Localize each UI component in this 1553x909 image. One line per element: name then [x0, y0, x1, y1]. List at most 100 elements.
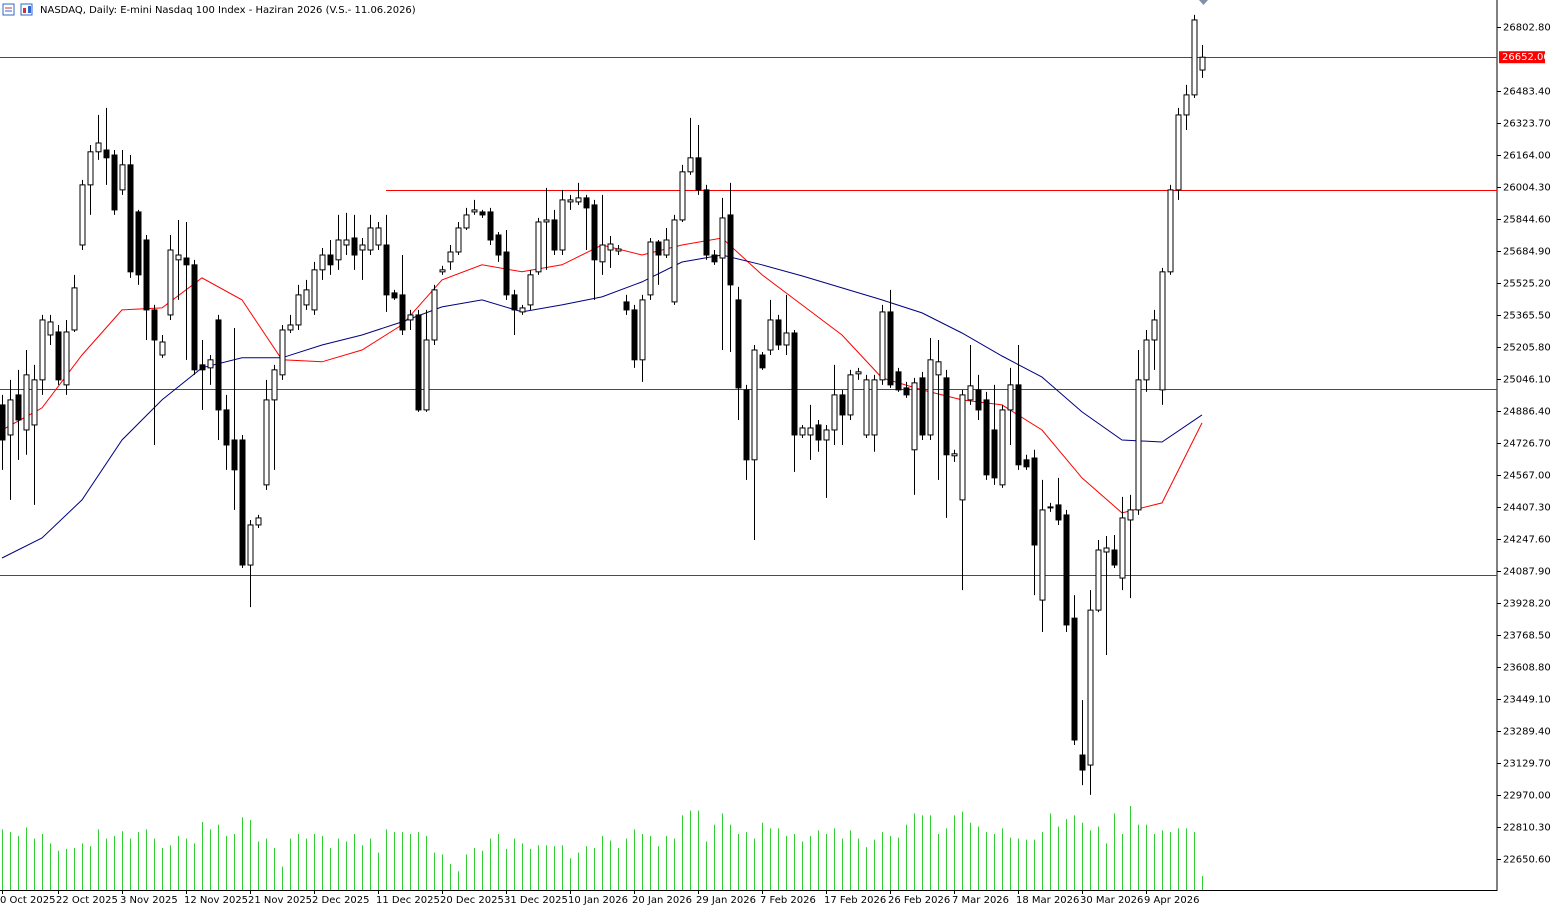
candle-body	[175, 254, 182, 261]
candle-body	[767, 319, 774, 351]
x-tick-label: 20 Dec 2025	[440, 895, 504, 906]
candle-body	[543, 219, 550, 223]
candle-body	[135, 211, 142, 276]
candle-body	[1023, 459, 1030, 468]
candle-body	[111, 154, 118, 211]
candle-body	[927, 359, 934, 436]
candle-body	[47, 321, 54, 336]
y-tick-label: 22810.30	[1503, 823, 1551, 834]
candle-body	[647, 241, 654, 296]
candle-body	[31, 379, 38, 426]
candle-body	[615, 248, 622, 252]
candle-body	[567, 199, 574, 203]
y-tick-label: 22970.00	[1503, 791, 1551, 802]
y-tick-label: 24247.60	[1503, 535, 1551, 546]
candle-body	[79, 184, 86, 246]
y-tick-label: 24567.00	[1503, 471, 1551, 482]
icon	[23, 8, 26, 13]
candle-body	[0, 404, 6, 441]
candle-body	[535, 221, 542, 273]
candle-body	[823, 429, 830, 441]
candle-body	[407, 314, 414, 321]
candle-body	[423, 339, 430, 411]
candle-body	[879, 311, 886, 381]
y-tick-label: 22650.60	[1503, 855, 1551, 866]
candle-body	[887, 311, 894, 386]
candle-body	[527, 274, 534, 306]
candle-body	[255, 517, 262, 526]
y-tick-label: 24087.90	[1503, 567, 1551, 578]
candle-body	[439, 269, 446, 273]
y-tick-label: 25844.60	[1503, 215, 1551, 226]
x-tick-label: 11 Dec 2025	[376, 895, 440, 906]
candle-body	[63, 331, 70, 386]
candle-body	[1143, 339, 1150, 381]
x-tick-label: 20 Jan 2026	[632, 895, 692, 906]
candle-body	[519, 307, 526, 313]
candle-body	[1127, 509, 1134, 521]
candle-body	[807, 427, 814, 436]
candle-body	[15, 394, 22, 421]
y-tick-label: 26483.40	[1503, 87, 1551, 98]
candle-body	[1071, 617, 1078, 741]
y-tick-label: 26004.30	[1503, 183, 1551, 194]
candle-body	[271, 369, 278, 401]
y-tick-label: 26802.80	[1503, 23, 1551, 34]
candle-body	[1183, 94, 1190, 116]
chart-title: NASDAQ, Daily: E-mini Nasdaq 100 Index -…	[40, 5, 416, 16]
candle-body	[1119, 517, 1126, 579]
candle-body	[471, 209, 478, 213]
candle-body	[679, 171, 686, 221]
candle-body	[487, 211, 494, 241]
candle-body	[55, 331, 62, 381]
candle-body	[207, 359, 214, 369]
candle-body	[191, 264, 198, 371]
x-tick-label: 29 Jan 2026	[696, 895, 756, 906]
y-tick-label: 26323.70	[1503, 119, 1551, 130]
x-tick-label: 12 Nov 2025	[184, 895, 248, 906]
x-tick-label: 31 Dec 2025	[504, 895, 568, 906]
y-tick-label: 23928.20	[1503, 599, 1551, 610]
candle-body	[143, 239, 150, 311]
candle-body	[975, 389, 982, 411]
candle-body	[759, 354, 766, 369]
candle-body	[663, 239, 670, 256]
candle-body	[375, 227, 382, 246]
candle-body	[1151, 319, 1158, 341]
y-tick-label: 24407.30	[1503, 503, 1551, 514]
y-tick-label: 23608.80	[1503, 663, 1551, 674]
candle-body	[1047, 506, 1054, 509]
candle-body	[1167, 189, 1174, 273]
candle-body	[391, 292, 398, 299]
candle-body	[319, 254, 326, 271]
candle-body	[279, 329, 286, 376]
candle-body	[295, 294, 302, 326]
candle-body	[831, 394, 838, 431]
x-tick-label: 2 Dec 2025	[312, 895, 370, 906]
candle-body	[1159, 271, 1166, 391]
candle-body	[855, 371, 862, 375]
y-tick-label: 25205.80	[1503, 343, 1551, 354]
candle-body	[1095, 549, 1102, 611]
candle-body	[1175, 114, 1182, 191]
candle-body	[343, 239, 350, 246]
candle-body	[631, 309, 638, 361]
candle-body	[1199, 56, 1206, 71]
candle-body	[783, 332, 790, 346]
chart-icons	[2, 3, 33, 16]
candle-body	[839, 394, 846, 416]
icon	[28, 6, 31, 13]
y-tick-label: 24886.40	[1503, 407, 1551, 418]
candle-body	[727, 214, 734, 286]
candle-body	[871, 379, 878, 436]
candle-body	[943, 377, 950, 456]
candle-body	[167, 249, 174, 316]
candle-body	[335, 239, 342, 261]
y-tick-label: 23289.40	[1503, 727, 1551, 738]
candle-body	[119, 164, 126, 191]
candle-body	[847, 374, 854, 416]
candle-body	[1135, 379, 1142, 511]
y-tick-label: 23449.10	[1503, 695, 1551, 706]
